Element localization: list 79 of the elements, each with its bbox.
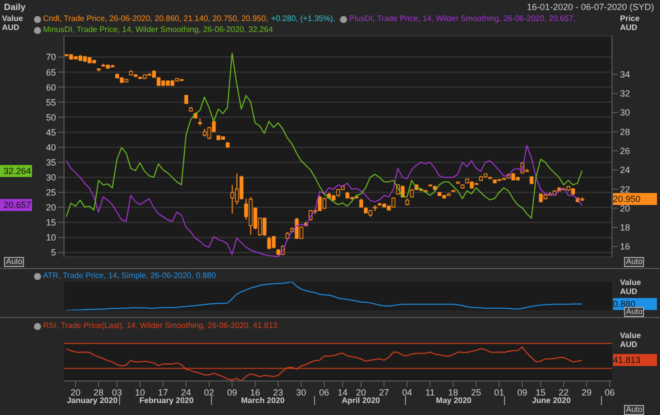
- text: 32.264: [0, 164, 32, 176]
- x-tick-label: 25: [471, 387, 482, 398]
- x-tick-label: 02: [204, 387, 214, 398]
- line-series: [66, 144, 583, 257]
- x-tick-label: 01: [494, 387, 504, 398]
- text: +0.280, (+1.35%),: [271, 14, 336, 24]
- line-series: [66, 52, 583, 219]
- y-axis-title: Value AUD: [620, 278, 642, 296]
- text: March 2020: [241, 396, 285, 405]
- auto-button: Auto: [624, 257, 644, 267]
- x-tick-label: 06: [604, 387, 615, 398]
- text: April 2020: [342, 396, 380, 405]
- y-tick-label: 45: [46, 127, 56, 138]
- x-tick-label: 28: [94, 387, 104, 398]
- auto-button: Auto: [624, 307, 644, 317]
- text: 0.880: [613, 298, 657, 310]
- x-tick-label: 16: [250, 387, 260, 398]
- x-tick-label: 29: [582, 387, 592, 398]
- auto-button: Auto: [4, 257, 24, 267]
- x-tick-label: 09: [227, 387, 238, 398]
- y2-tick-label: 26: [620, 146, 630, 156]
- text: June 2020: [532, 396, 571, 405]
- text: Cndl, Trade Price, 26-06-2020, 20.860, 21.140, 20.750, 20.950,: [43, 14, 268, 24]
- y-tick-label: 10: [46, 232, 56, 243]
- y2-tick-label: 34: [620, 69, 630, 80]
- x-tick-label: 22: [558, 387, 569, 398]
- y2-tick-label: 16: [620, 242, 630, 252]
- y2-tick-label: 18: [620, 222, 630, 233]
- y-axis-title: Value AUD: [620, 331, 642, 349]
- x-tick-label: 06: [319, 387, 330, 398]
- text: ATR, Trade Price, 14, Simple, 26-06-2020, 0.880: [43, 271, 216, 281]
- text: 20.657: [0, 199, 32, 212]
- x-tick-label: 24: [181, 387, 192, 398]
- x-tick-label: 18: [448, 387, 458, 398]
- x-tick-label: 15: [536, 387, 546, 398]
- y-tick-label: 20: [46, 202, 56, 213]
- y-tick-label: 60: [46, 82, 56, 92]
- chart-title: Daily: [4, 2, 26, 12]
- y-tick-label: 70: [46, 52, 56, 62]
- x-tick-label: 03: [112, 387, 122, 398]
- y2-tick-label: 24: [620, 165, 630, 176]
- text: PlusDI, Trade Price, 14, Wilder Smoothing, 26-06-2020, 20.657,: [349, 14, 576, 24]
- x-tick-label: 30: [296, 387, 306, 398]
- y-tick-label: 65: [46, 67, 56, 78]
- text: RSI, Trade Price(Last), 14, Wilder Smoothing, 26-06-2020, 41.813: [43, 321, 278, 331]
- x-tick-label: 27: [379, 387, 390, 398]
- text: MinusDI, Trade Price, 14, Wilder Smoothing, 26-06-2020, 32.264: [43, 25, 273, 35]
- y-tick-label: 35: [46, 157, 56, 168]
- text: January 2020: [66, 396, 118, 405]
- x-tick-label: 20: [356, 387, 366, 398]
- x-tick-label: 14: [338, 387, 348, 398]
- auto-button: Auto: [624, 405, 644, 415]
- candlestick: [267, 236, 272, 250]
- y-tick-label: 25: [46, 188, 56, 198]
- y2-tick-label: 28: [620, 126, 630, 137]
- x-tick-label: 11: [425, 387, 435, 398]
- y-tick-label: 5: [50, 248, 56, 258]
- x-tick-label: 09: [517, 387, 528, 398]
- text: 41.813: [613, 354, 657, 366]
- y2-tick-label: 20: [620, 203, 630, 214]
- y-tick-label: 40: [46, 142, 56, 152]
- y-tick-label: 55: [46, 97, 56, 108]
- x-tick-label: 04: [402, 387, 412, 398]
- y-tick-label: 15: [46, 218, 56, 228]
- x-tick-label: 20: [70, 387, 81, 398]
- x-tick-label: 23: [273, 387, 284, 398]
- y-tick-label: 50: [46, 112, 56, 122]
- y2-axis-title: Price AUD: [620, 14, 641, 32]
- x-tick-label: 17: [158, 387, 168, 398]
- y2-tick-label: 32: [620, 88, 630, 99]
- chart-subtitle: 16-01-2020 - 06-07-2020 (SYD): [526, 2, 654, 12]
- y-tick-label: 30: [46, 172, 56, 183]
- x-tick-label: 10: [134, 387, 145, 398]
- y-axis-title: Value AUD: [2, 14, 24, 32]
- text: May 2020: [436, 396, 472, 405]
- text: February 2020: [139, 396, 194, 405]
- y2-tick-label: 30: [620, 108, 630, 118]
- y2-tick-label: 22: [620, 184, 630, 194]
- text: 20.950: [613, 193, 657, 206]
